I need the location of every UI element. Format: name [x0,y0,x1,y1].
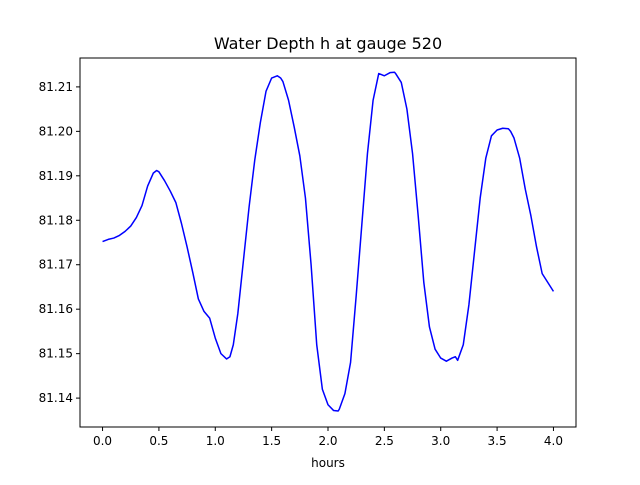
x-tick-label: 1.5 [262,434,281,448]
plot-frame [79,57,577,428]
y-tick-label: 81.15 [39,347,73,361]
x-tick-label: 4.0 [544,434,563,448]
x-tick-label: 0.0 [93,434,112,448]
y-axis: 81.14 81.15 81.16 81.17 81.18 81.19 81.20 81.21 [39,80,80,405]
x-tick-label: 2.0 [318,434,337,448]
plot-area [79,57,577,428]
x-tick-label: 3.0 [431,434,450,448]
chart-title: Water Depth h at gauge 520 [214,34,442,53]
x-tick-label: 3.5 [488,434,507,448]
series-line-water-depth [102,71,555,412]
x-axis: 0.0 0.5 1.0 1.5 2.0 2.5 3.0 3.5 4.0 [93,427,563,448]
x-tick-label: 1.0 [206,434,225,448]
x-axis-label: hours [311,456,345,470]
y-tick-label: 81.16 [39,302,73,316]
y-tick-label: 81.20 [39,124,73,138]
x-tick-label: 0.5 [149,434,168,448]
y-tick-label: 81.21 [39,80,73,94]
y-tick-label: 81.18 [39,213,73,227]
y-tick-label: 81.19 [39,169,73,183]
x-tick-label: 2.5 [375,434,394,448]
y-tick-label: 81.17 [39,258,73,272]
y-tick-label: 81.14 [39,391,73,405]
